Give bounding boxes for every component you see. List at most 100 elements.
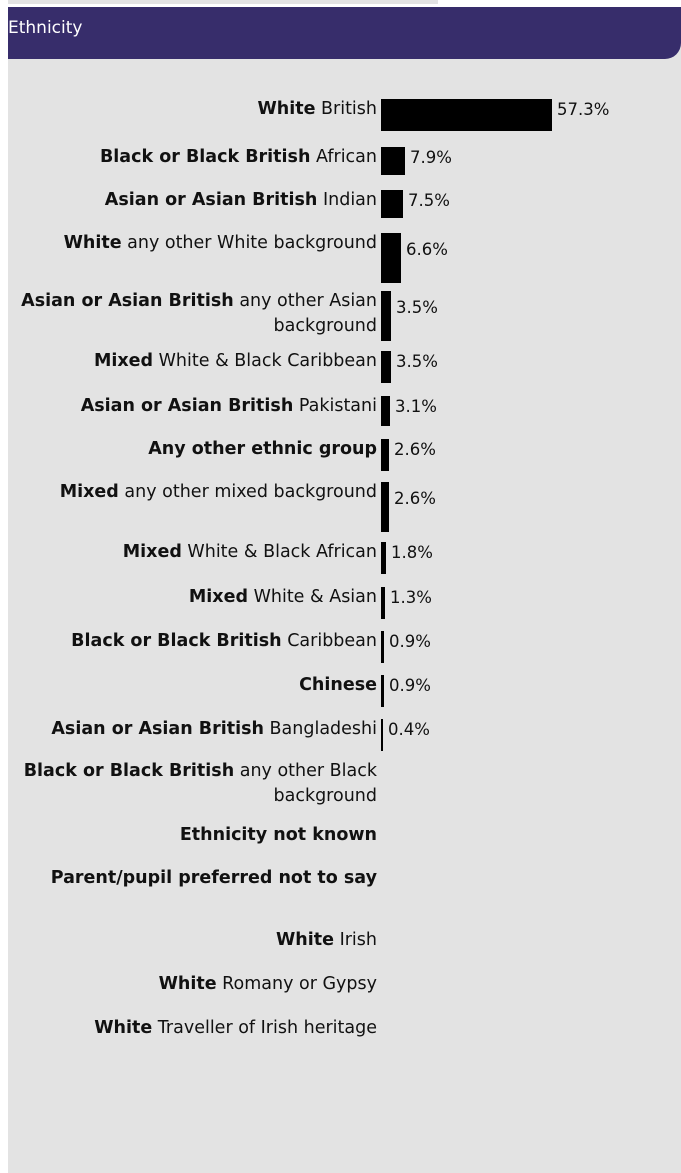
category-label-detail: any other Asian background [233,291,377,336]
bar [381,233,401,283]
category-label-bold: Ethnicity not known [179,825,377,845]
chart-row: Asian or Asian British Pakistani 3.1% [0,394,681,426]
bar [381,631,384,663]
data-label: 0.9% [389,676,431,695]
category-label: Asian or Asian British any other Asian b… [5,289,377,339]
category-label: Asian or Asian British Bangladeshi [5,717,377,742]
chart-row: Asian or Asian British any other Asian b… [0,289,681,341]
category-label: Asian or Asian British Pakistani [5,394,377,419]
bar [381,482,389,532]
chart-row: White Romany or Gypsy [0,972,681,1006]
category-label-bold: Mixed [122,542,182,562]
bar [381,719,383,751]
data-label: 1.8% [391,543,433,562]
category-label-bold: Mixed [59,482,119,502]
panel-header: Ethnicity [8,7,681,59]
category-label-bold: Black or Black British [71,631,282,651]
data-label: 7.5% [408,191,450,210]
category-label-bold: Black or Black British [99,147,311,167]
bar [381,351,391,383]
category-label-bold: White [63,233,122,253]
chart-row: Mixed White & Black African 1.8% [0,540,681,574]
bar [381,587,385,619]
data-label: 6.6% [406,240,448,259]
chart-row: Black or Black British African 7.9% [0,145,681,175]
chart-row: White British 57.3% [0,97,681,131]
category-label-bold: Mixed [188,587,248,607]
chart-row: Any other ethnic group 2.6% [0,437,681,471]
category-label-detail: any other Black background [234,761,377,806]
chart-row: Parent/pupil preferred not to say [0,866,681,920]
category-label-bold: White [276,930,334,950]
data-label: 0.9% [389,632,431,651]
category-label-bold: Mixed [93,351,154,371]
data-label: 7.9% [410,148,452,167]
chart-row: White any other White background 6.6% [0,231,681,283]
category-label: Chinese [5,673,377,698]
bar [381,99,552,131]
bar [381,439,389,471]
category-label-bold: Parent/pupil preferred not to say [50,868,377,888]
category-label: Mixed White & Black African [5,540,377,565]
category-label: Parent/pupil preferred not to say [5,866,377,891]
panel-title: Ethnicity [8,18,83,38]
category-label: Mixed White & Black Caribbean [5,349,377,374]
data-label: 3.5% [396,298,438,317]
category-label: White British [5,97,377,122]
chart-row: Black or Black British Caribbean 0.9% [0,629,681,663]
category-label: White Traveller of Irish heritage [5,1016,377,1041]
category-label-detail: Caribbean [281,631,377,651]
chart-row: Chinese 0.9% [0,673,681,707]
bar [381,396,390,426]
category-label-detail: Romany or Gypsy [216,974,377,994]
data-label: 1.3% [390,588,432,607]
tab-underline [8,0,438,4]
category-label: White Irish [5,928,377,953]
chart-row: Asian or Asian British Bangladeshi 0.4% [0,717,681,751]
chart-row: Mixed any other mixed background 2.6% [0,480,681,532]
category-label-bold: White [158,974,217,994]
category-label-detail: White & Black African [181,542,377,562]
data-label: 3.1% [395,397,437,416]
bar [381,675,384,707]
category-label-detail: any other mixed background [118,482,377,502]
data-label: 57.3% [557,100,610,119]
chart-row: White Traveller of Irish heritage [0,1016,681,1050]
category-label: Black or Black British any other Black b… [5,759,377,809]
category-label-bold: Chinese [299,675,377,695]
chart-row: Mixed White & Asian 1.3% [0,585,681,619]
bar [381,147,405,175]
bar [381,542,386,574]
data-label: 2.6% [394,440,436,459]
category-label-detail: British [315,99,377,119]
category-label-detail: any other White background [121,233,377,253]
category-label-bold: White [94,1018,153,1038]
category-label: Ethnicity not known [5,823,377,848]
chart-row: Ethnicity not known [0,823,681,857]
chart-row: Mixed White & Black Caribbean 3.5% [0,349,681,383]
chart-row: Black or Black British any other Black b… [0,759,681,813]
category-label-detail: Traveller of Irish heritage [152,1018,377,1038]
chart-row: Asian or Asian British Indian 7.5% [0,188,681,218]
category-label: White Romany or Gypsy [5,972,377,997]
bar [381,291,391,341]
category-label-detail: Pakistani [293,396,377,416]
category-label-bold: Asian or Asian British [51,719,264,739]
category-label: Any other ethnic group [5,437,377,462]
category-label: Black or Black British Caribbean [5,629,377,654]
category-label-detail: White & Black Caribbean [153,351,377,371]
category-label: Black or Black British African [5,145,377,170]
category-label-bold: White [257,99,316,119]
data-label: 2.6% [394,489,436,508]
category-label: Mixed White & Asian [5,585,377,610]
bar [381,190,403,218]
category-label-detail: Irish [334,930,377,950]
category-label: Asian or Asian British Indian [5,188,377,213]
category-label-bold: Asian or Asian British [80,396,294,416]
chart-panel [8,7,681,1173]
category-label-detail: Indian [317,190,377,210]
category-label-detail: Bangladeshi [263,719,377,739]
category-label: White any other White background [5,231,377,256]
category-label-bold: Asian or Asian British [104,190,318,210]
